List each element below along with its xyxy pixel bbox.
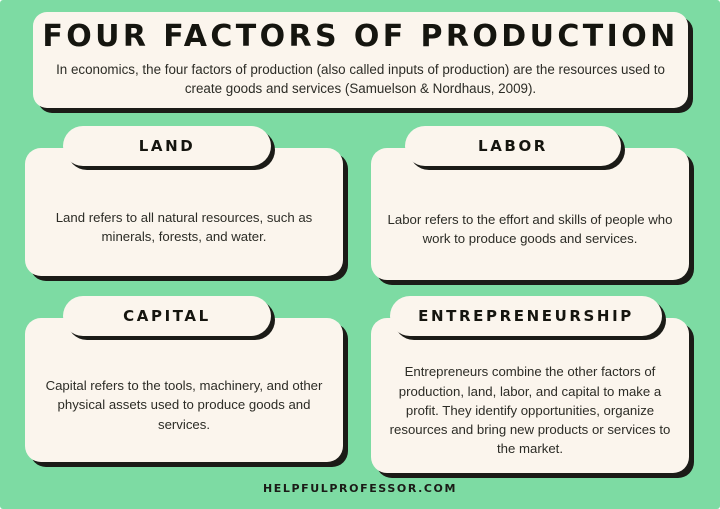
factor-card-entrepreneurship: ENTREPRENEURSHIP Entrepreneurs combine t… xyxy=(371,296,689,473)
site-attribution: HELPFULPROFESSOR.COM xyxy=(262,482,458,495)
factor-card-labor: LABOR Labor refers to the effort and ski… xyxy=(371,126,689,280)
factor-title-pill-labor: LABOR xyxy=(405,126,621,166)
factor-description-land: Land refers to all natural resources, su… xyxy=(55,209,313,244)
factor-body-land: Land refers to all natural resources, su… xyxy=(25,182,343,276)
page-title: FOUR FACTORS OF PRODUCTION xyxy=(42,19,679,54)
factor-label-land: LAND xyxy=(138,136,196,155)
factor-label-entrepreneurship: ENTREPRENEURSHIP xyxy=(418,306,634,325)
factor-body-capital: Capital refers to the tools, machinery, … xyxy=(25,352,343,462)
factor-title-pill-capital: CAPITAL xyxy=(63,296,271,336)
header-subtitle: In economics, the four factors of produc… xyxy=(56,61,665,96)
footer: HELPFULPROFESSOR.COM xyxy=(0,479,720,497)
factor-description-capital: Capital refers to the tools, machinery, … xyxy=(45,378,323,432)
header-banner: FOUR FACTORS OF PRODUCTION In economics,… xyxy=(33,12,688,108)
factor-description-entrepreneurship: Entrepreneurs combine the other factors … xyxy=(389,364,671,457)
factor-body-labor: Labor refers to the effort and skills of… xyxy=(371,182,689,280)
factor-card-capital: CAPITAL Capital refers to the tools, mac… xyxy=(25,296,343,462)
factor-title-pill-entrepreneurship: ENTREPRENEURSHIP xyxy=(390,296,662,336)
factor-label-labor: LABOR xyxy=(478,136,548,155)
factor-label-capital: CAPITAL xyxy=(123,306,211,325)
factor-body-entrepreneurship: Entrepreneurs combine the other factors … xyxy=(371,352,689,473)
factor-description-labor: Labor refers to the effort and skills of… xyxy=(387,211,673,246)
factor-title-pill-land: LAND xyxy=(63,126,271,166)
factor-card-land: LAND Land refers to all natural resource… xyxy=(25,126,343,276)
